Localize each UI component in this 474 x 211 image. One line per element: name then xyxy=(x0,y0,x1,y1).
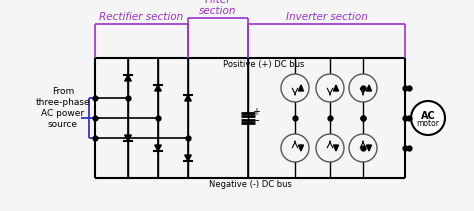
Text: −: − xyxy=(252,116,260,126)
Polygon shape xyxy=(155,85,161,91)
Polygon shape xyxy=(299,85,303,91)
Text: +: + xyxy=(252,107,260,117)
Text: Filter
section: Filter section xyxy=(199,0,237,16)
Circle shape xyxy=(349,134,377,162)
Polygon shape xyxy=(155,145,161,151)
Polygon shape xyxy=(185,155,191,161)
Circle shape xyxy=(281,74,309,102)
Text: Negative (-) DC bus: Negative (-) DC bus xyxy=(209,180,292,189)
Circle shape xyxy=(349,74,377,102)
Text: Inverter section: Inverter section xyxy=(285,12,367,22)
Text: From
three-phase
AC power
source: From three-phase AC power source xyxy=(36,87,91,129)
Polygon shape xyxy=(299,145,303,151)
Circle shape xyxy=(281,134,309,162)
Text: motor: motor xyxy=(417,119,439,128)
Polygon shape xyxy=(125,135,131,141)
Polygon shape xyxy=(366,85,372,91)
Text: Rectifier section: Rectifier section xyxy=(100,12,183,22)
Circle shape xyxy=(316,134,344,162)
Circle shape xyxy=(411,101,445,135)
Polygon shape xyxy=(334,85,338,91)
Polygon shape xyxy=(366,145,372,151)
Polygon shape xyxy=(185,95,191,101)
Text: AC: AC xyxy=(420,111,436,121)
Circle shape xyxy=(316,74,344,102)
Polygon shape xyxy=(125,75,131,81)
Text: Positive (+) DC bus: Positive (+) DC bus xyxy=(223,60,305,69)
Polygon shape xyxy=(334,145,338,151)
